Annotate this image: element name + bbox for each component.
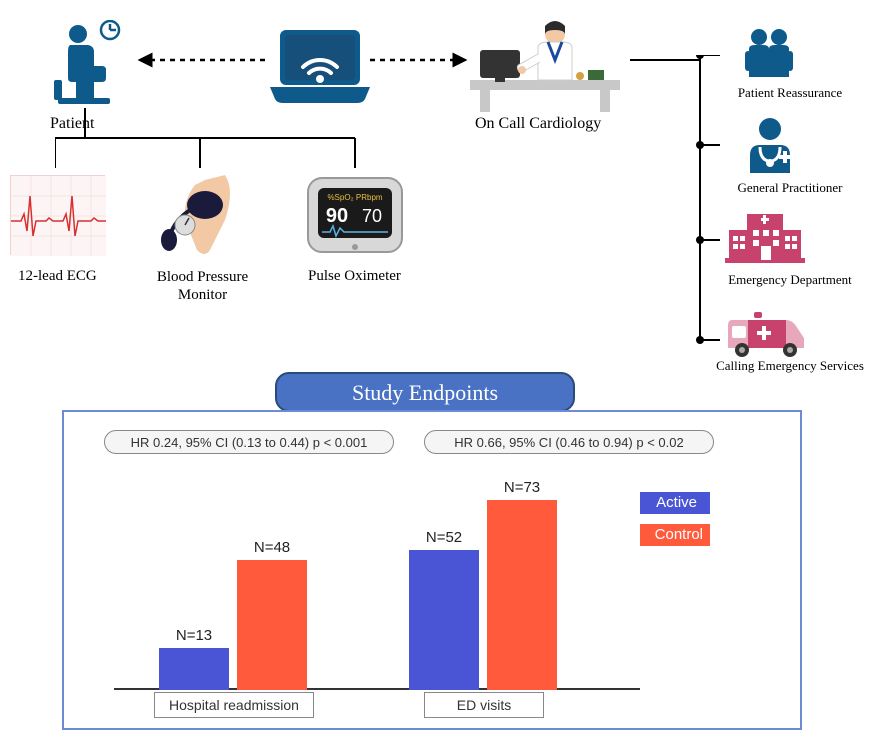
- bar-hr-control-label: N=48: [237, 539, 307, 556]
- bp-label: Blood Pressure Monitor: [145, 268, 260, 304]
- svg-text:%SpO₂ PRbpm: %SpO₂ PRbpm: [327, 193, 382, 202]
- page: Patient: [0, 0, 875, 750]
- bp-icon: [155, 170, 245, 260]
- oximeter-icon: %SpO₂ PRbpm 90 70: [300, 170, 410, 260]
- ed-icon: [725, 210, 805, 265]
- ecg-icon: [10, 175, 105, 255]
- legend-control-text: Control: [655, 526, 703, 543]
- bar-ed-control: [487, 500, 557, 690]
- ambulance-icon: [720, 308, 810, 363]
- axis-ed: ED visits: [424, 692, 544, 718]
- legend-active-text: Active: [656, 494, 697, 511]
- endpoints-title: Study Endpoints: [275, 372, 575, 412]
- reassurance-label: Patient Reassurance: [710, 85, 870, 101]
- bar-hr-active: [159, 648, 229, 690]
- telemedicine-diagram: Patient: [0, 0, 875, 370]
- axis-hospital: Hospital readmission: [154, 692, 314, 718]
- gp-icon: [735, 115, 795, 170]
- doctor-icon: [460, 20, 630, 120]
- bar-hr-active-label: N=13: [159, 627, 229, 644]
- patient-icon: [50, 20, 130, 115]
- oximeter-label: Pulse Oximeter: [308, 268, 401, 285]
- chart-box: HR 0.24, 95% CI (0.13 to 0.44) p < 0.001…: [62, 410, 802, 730]
- bar-ed-control-label: N=73: [487, 479, 557, 496]
- svg-text:70: 70: [362, 206, 382, 226]
- stat-1: HR 0.24, 95% CI (0.13 to 0.44) p < 0.001: [104, 430, 394, 454]
- bar-ed-active-label: N=52: [409, 529, 479, 546]
- oncall-label: On Call Cardiology: [475, 115, 601, 133]
- ed-label: Emergency Department: [710, 272, 870, 288]
- arrow-left: [130, 50, 270, 70]
- device-connector: [55, 108, 375, 178]
- gp-label: General Practitioner: [710, 180, 870, 196]
- laptop-icon: [265, 25, 375, 110]
- ambulance-label: Calling Emergency Services: [710, 358, 870, 374]
- reassurance-icon: [735, 25, 795, 80]
- svg-text:90: 90: [326, 205, 348, 227]
- bar-ed-active: [409, 550, 479, 690]
- stat-2: HR 0.66, 95% CI (0.46 to 0.94) p < 0.02: [424, 430, 714, 454]
- bar-hr-control: [237, 560, 307, 690]
- ecg-label: 12-lead ECG: [18, 268, 97, 285]
